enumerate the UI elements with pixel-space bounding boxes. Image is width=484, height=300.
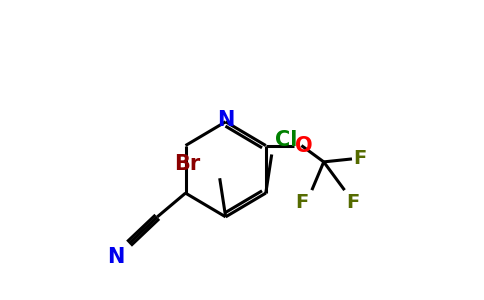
Text: Cl: Cl (275, 130, 297, 150)
Text: N: N (107, 247, 124, 267)
Text: F: F (353, 149, 367, 168)
Text: O: O (296, 136, 313, 155)
Text: F: F (346, 193, 359, 212)
Text: N: N (217, 110, 234, 130)
Text: Br: Br (174, 154, 200, 174)
Text: F: F (296, 193, 309, 212)
